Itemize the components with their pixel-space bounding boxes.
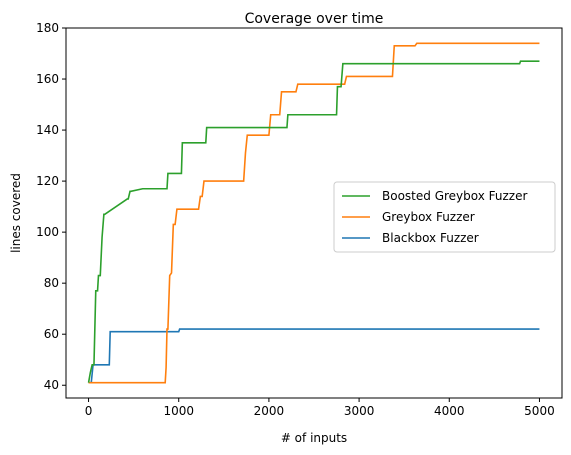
y-tick-label: 140 bbox=[36, 123, 59, 137]
y-tick-label: 120 bbox=[36, 174, 59, 188]
x-axis-label: # of inputs bbox=[281, 431, 347, 445]
y-tick-label: 160 bbox=[36, 72, 59, 86]
y-axis: 40 60 80 100 120 140 160 180 bbox=[36, 21, 66, 392]
y-tick-label: 100 bbox=[36, 225, 59, 239]
series-line-greybox-fuzzer bbox=[88, 42, 540, 384]
legend: Boosted Greybox Fuzzer Greybox Fuzzer Blac… bbox=[333, 181, 556, 253]
x-tick-label: 3000 bbox=[344, 404, 375, 418]
x-tick-label: 2000 bbox=[254, 404, 285, 418]
x-axis: 0 1000 2000 3000 4000 5000 bbox=[85, 398, 555, 418]
series-line-blackbox-fuzzer bbox=[88, 328, 540, 384]
chart-title: Coverage over time bbox=[245, 11, 384, 27]
legend-entry: Boosted Greybox Fuzzer bbox=[382, 189, 527, 203]
series-line-boosted-greybox-fuzzer bbox=[87, 60, 540, 383]
y-tick-label: 60 bbox=[44, 327, 59, 341]
legend-entry: Greybox Fuzzer bbox=[382, 210, 475, 224]
y-tick-label: 180 bbox=[36, 21, 59, 35]
legend-box bbox=[333, 181, 556, 253]
x-tick-label: 1000 bbox=[163, 404, 194, 418]
legend-entry: Blackbox Fuzzer bbox=[382, 231, 479, 245]
x-tick-label: 4000 bbox=[434, 404, 465, 418]
y-axis-label: lines covered bbox=[9, 173, 23, 253]
plot-lines bbox=[87, 42, 540, 384]
y-tick-label: 80 bbox=[44, 276, 59, 290]
y-tick-label: 40 bbox=[44, 378, 59, 392]
plot-frame bbox=[65, 27, 563, 399]
x-tick-label: 5000 bbox=[524, 404, 555, 418]
x-tick-label: 0 bbox=[85, 404, 93, 418]
